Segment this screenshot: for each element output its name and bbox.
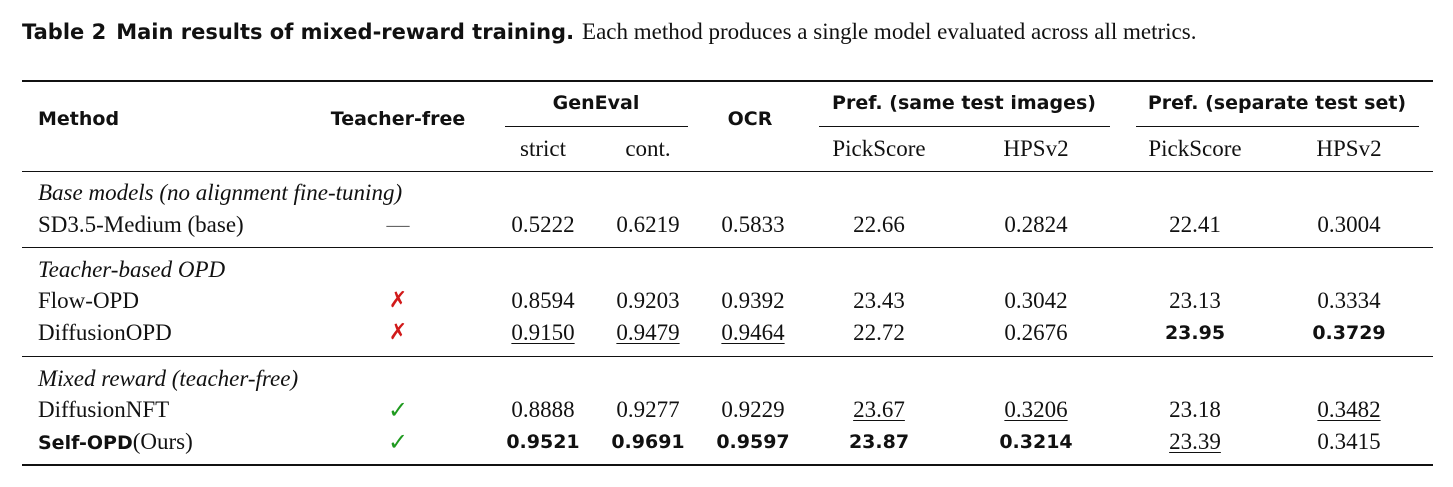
subheader-hpsv2-sep: HPSv2: [1316, 136, 1382, 161]
subheader-hpsv2-same: HPSv2: [1003, 136, 1069, 161]
cell-strict: 0.8888: [511, 397, 575, 422]
cell-strict: 0.5222: [511, 212, 575, 237]
group-title-base: Base models (no alignment fine-tuning): [38, 180, 403, 205]
bottom-rule: [22, 464, 1433, 466]
cell-ocr: 0.9392: [721, 288, 785, 313]
cell-ocr: 0.5833: [721, 212, 785, 237]
group-title-teacher-based: Teacher-based OPD: [38, 257, 226, 282]
cell-pickscore-sep: 23.13: [1169, 288, 1221, 313]
header-pref-same: Pref. (same test images): [832, 92, 1096, 114]
cell-ocr: 0.9597: [716, 431, 790, 453]
caption-text: Each method produces a single model eval…: [582, 19, 1197, 44]
cell-hpsv2-same: 0.3042: [1004, 288, 1068, 313]
subheader-pickscore-sep: PickScore: [1148, 136, 1242, 161]
cell-pickscore-same: 23.67: [853, 397, 905, 422]
cell-pickscore-same: 23.43: [853, 288, 905, 313]
cell-pickscore-sep: 23.18: [1169, 397, 1221, 422]
header-pref-separate: Pref. (separate test set): [1147, 92, 1407, 114]
cell-cont: 0.9277: [616, 397, 680, 422]
header-rule: [22, 171, 1433, 172]
method-name-bold: Self-OPD: [38, 432, 133, 454]
cell-hpsv2-same: 0.2676: [1004, 320, 1068, 345]
cell-hpsv2-sep: 0.3004: [1317, 212, 1381, 237]
group-rule-2: [22, 356, 1433, 357]
cell-hpsv2-sep: 0.3482: [1317, 397, 1381, 422]
caption-label: Table 2: [22, 20, 107, 44]
cell-hpsv2-sep: 0.3415: [1317, 429, 1381, 454]
pref-separate-cmidrule: [1136, 126, 1419, 127]
cell-strict: 0.8594: [511, 288, 575, 313]
caption-title: Main results of mixed-reward training.: [116, 20, 575, 44]
cell-pickscore-same: 23.87: [848, 431, 910, 453]
cross-icon: ✗: [388, 288, 408, 313]
cell-method: DiffusionOPD: [38, 320, 172, 345]
cell-teacher-free: —: [386, 212, 410, 237]
subheader-strict: strict: [520, 136, 566, 161]
cell-pickscore-sep: 23.39: [1169, 429, 1221, 454]
cross-icon: ✗: [388, 320, 408, 345]
cell-cont: 0.9479: [616, 320, 680, 345]
cell-strict: 0.9521: [506, 431, 580, 453]
cell-pickscore-same: 22.72: [853, 320, 905, 345]
cell-cont: 0.9203: [616, 288, 680, 313]
header-method: Method: [38, 108, 120, 130]
check-icon: ✓: [387, 428, 409, 456]
cell-pickscore-same: 22.66: [853, 212, 905, 237]
subheader-cont: cont.: [625, 136, 671, 161]
cell-ocr: 0.9464: [721, 320, 785, 345]
cell-strict: 0.9150: [511, 320, 575, 345]
cell-hpsv2-sep: 0.3334: [1317, 288, 1381, 313]
cell-hpsv2-same: 0.3214: [999, 431, 1073, 453]
header-teacher-free: Teacher-free: [330, 108, 466, 130]
cell-hpsv2-same: 0.3206: [1004, 397, 1068, 422]
cell-cont: 0.9691: [611, 431, 685, 453]
check-icon: ✓: [387, 396, 409, 424]
cell-method: Self-OPD(Ours): [38, 428, 193, 457]
cell-hpsv2-same: 0.2824: [1004, 212, 1068, 237]
cell-method: Flow-OPD: [38, 288, 139, 313]
cell-pickscore-sep: 22.41: [1169, 212, 1221, 237]
cell-ocr: 0.9229: [721, 397, 785, 422]
cell-method: DiffusionNFT: [38, 397, 170, 422]
geneval-cmidrule: [505, 126, 688, 127]
header-geneval: GenEval: [552, 92, 640, 114]
cell-method: SD3.5-Medium (base): [38, 212, 244, 237]
subheader-pickscore-same: PickScore: [832, 136, 926, 161]
table-caption: Table 2 Main results of mixed-reward trai…: [22, 17, 1196, 47]
cell-hpsv2-sep: 0.3729: [1312, 322, 1386, 344]
method-name-suffix: (Ours): [132, 429, 193, 454]
pref-same-cmidrule: [819, 126, 1110, 127]
cell-pickscore-sep: 23.95: [1164, 322, 1226, 344]
cell-cont: 0.6219: [616, 212, 680, 237]
top-rule: [22, 80, 1433, 82]
group-rule-1: [22, 247, 1433, 248]
group-title-mixed-reward: Mixed reward (teacher-free): [38, 366, 299, 391]
header-ocr: OCR: [727, 108, 773, 130]
